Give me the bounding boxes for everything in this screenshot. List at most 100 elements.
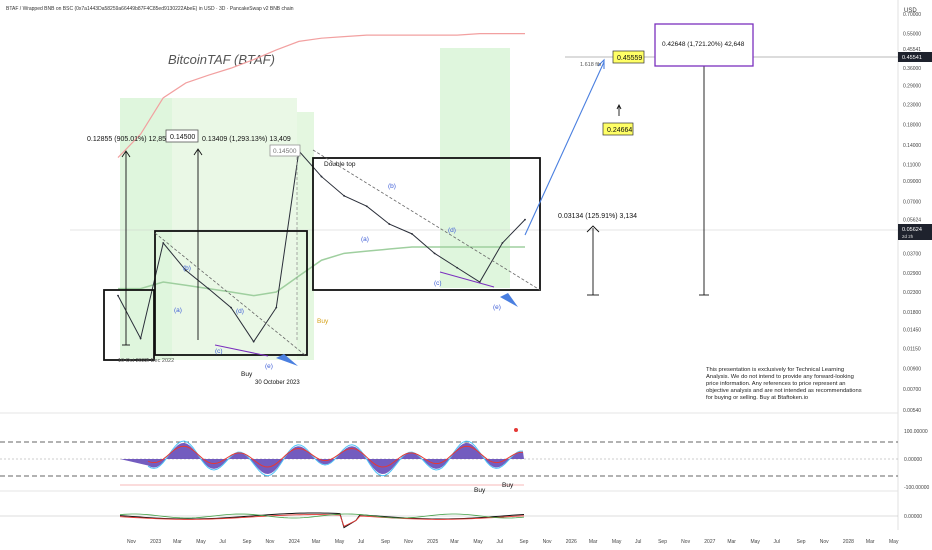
x-tick-label: 2027 — [704, 539, 715, 545]
y-tick-label: 0.03700 — [903, 251, 921, 257]
x-tick-label: Mar — [312, 539, 321, 545]
y-axis-ticks: 0.70000 0.55000 0.45541 0.36000 0.29000 0.230… — [903, 12, 921, 414]
measure-arrows — [121, 55, 710, 346]
measure-arrow-1-head — [121, 150, 131, 158]
wave-e1: (e) — [265, 363, 273, 370]
x-tick-label: Mar — [450, 539, 459, 545]
price-point — [456, 266, 459, 269]
move2-label: 0.13409 (1,293.13%) 13,409 — [202, 136, 291, 143]
current-price-label: 0.05624 — [902, 227, 922, 233]
x-tick-label: 2024 — [289, 539, 300, 545]
osc-level-minus100: -100.00000 — [904, 485, 930, 491]
move3-label: 0.03134 (125.91%) 3,134 — [558, 213, 637, 220]
price-point — [433, 252, 436, 255]
x-tick-label: Mar — [727, 539, 736, 545]
osc-sell-dot — [514, 428, 518, 432]
current-price-tag — [898, 224, 932, 240]
x-tick-label: Sep — [658, 539, 667, 545]
price-point — [162, 242, 165, 244]
highlight-band-4 — [440, 48, 510, 288]
current-price-sub: 2d 2h — [902, 234, 914, 239]
price-point — [139, 337, 142, 340]
y-tick-label: 0.14000 — [903, 143, 921, 149]
wave-c1: (c) — [215, 348, 223, 355]
x-tick-label: Jul — [219, 539, 225, 545]
price-point — [320, 175, 323, 178]
fib-box — [612, 50, 645, 64]
x-tick-label: Sep — [381, 539, 390, 545]
buy-label-2: Buy — [317, 318, 329, 325]
dashed-downtrend — [312, 149, 541, 291]
move2-box-label: 0.14500 — [273, 148, 297, 155]
y-tick-label: 0.02900 — [903, 271, 921, 277]
x-tick-label: Jul — [496, 539, 502, 545]
wave-b2: (b) — [388, 183, 396, 190]
price-point — [365, 205, 368, 208]
double-top-label: Double top — [324, 161, 356, 168]
osc-level-100: 100.00000 — [904, 429, 928, 435]
price-point — [524, 218, 526, 221]
y-tick-label: 0.29000 — [903, 84, 921, 90]
osc-wave-line — [147, 440, 524, 477]
range-box-3 — [312, 157, 541, 291]
disclaimer-line-1: This presentation is exclusively for Tec… — [706, 367, 844, 373]
y-tick-label: 0.09000 — [903, 179, 921, 185]
projection-arrow-head — [597, 58, 605, 69]
x-tick-label: Jul — [635, 539, 641, 545]
watermark: BitcoinTAF (BTAF) — [168, 52, 275, 67]
x-tick-label: May — [889, 539, 899, 545]
y-tick-label: 0.18000 — [903, 123, 921, 129]
macd-hist-line — [119, 513, 525, 519]
x-tick-label: Mar — [866, 539, 875, 545]
x-tick-label: Nov — [127, 539, 136, 545]
disclaimer-line-2: Analysis. We do not intend to provide an… — [706, 374, 854, 380]
fib-label: 1.618 fib — [580, 62, 601, 68]
y-tick-label: 0.11000 — [903, 163, 921, 169]
y-tick-label: 0.01800 — [903, 310, 921, 316]
wave-c2: (c) — [434, 280, 442, 287]
y-tick-label: 0.45541 — [903, 47, 921, 53]
dashed-downtrend-2 — [154, 232, 306, 356]
y-tick-label: 0.01450 — [903, 328, 921, 334]
price-point — [252, 340, 255, 343]
osc-level-0: 0.00000 — [904, 457, 922, 463]
currency-label: USD — [904, 8, 917, 14]
target-box-label: 0.42648 (1,721.20%) 42,648 — [662, 41, 745, 48]
x-tick-label: Nov — [681, 539, 690, 545]
wave-b1: (b) — [183, 265, 191, 272]
move1-label: 0.12855 (905.01%) 12,855 — [87, 136, 170, 143]
target-box — [654, 23, 754, 67]
fib-box-label: 0.45559 — [617, 55, 642, 62]
buy-label-1: Buy — [241, 371, 253, 378]
y-tick-label: 0.00900 — [903, 366, 921, 372]
move1-box — [165, 129, 199, 143]
x-tick-label: 2028 — [843, 539, 854, 545]
macd-line — [119, 512, 525, 529]
price-point — [275, 306, 278, 309]
y-tick-label: 0.00540 — [903, 408, 921, 414]
x-tick-label: May — [473, 539, 483, 545]
fib-price-label: 0.45541 — [902, 55, 922, 61]
x-tick-label: Jul — [358, 539, 364, 545]
x-tick-label: Mar — [173, 539, 182, 545]
x-tick-label: May — [612, 539, 622, 545]
x-tick-label: 2026 — [566, 539, 577, 545]
yellow-marker-head — [616, 103, 622, 110]
wave-d2: (d) — [448, 227, 456, 234]
wave-labels: (a) (b) (c) (d) (e) (a) (b) (c) (d) (e) — [174, 183, 501, 370]
buy-arrow-1 — [276, 354, 298, 366]
x-tick-label: May — [196, 539, 206, 545]
wave-a2: (a) — [361, 236, 369, 243]
projection-arrow — [524, 61, 605, 236]
x-tick-label: Jul — [774, 539, 780, 545]
range-box-2 — [154, 230, 308, 356]
y-tick-label: 0.23000 — [903, 103, 921, 109]
disclaimer-line-4: objective analysis and are not intended … — [706, 388, 862, 394]
highlight-band-3 — [297, 112, 314, 360]
y-tick-label: 0.55000 — [903, 32, 921, 38]
y-tick-label: 0.02300 — [903, 290, 921, 296]
price-point — [343, 194, 346, 197]
price-point — [207, 287, 210, 290]
